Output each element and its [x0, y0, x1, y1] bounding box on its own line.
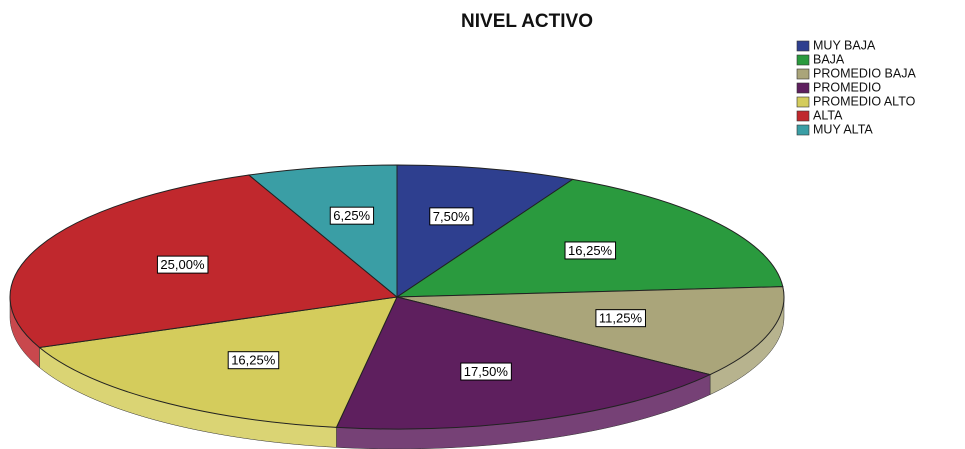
pie-slice	[396, 164, 575, 298]
legend-swatch	[796, 82, 810, 94]
legend-label: PROMEDIO	[813, 80, 881, 94]
pie-slice	[335, 296, 712, 430]
data-label: 16,25%	[227, 351, 280, 370]
data-label: 11,25%	[595, 309, 646, 328]
legend-swatch	[796, 124, 810, 136]
data-label-box	[429, 207, 474, 226]
pie-slice	[395, 178, 784, 298]
data-label-text: 6,25%	[333, 208, 370, 223]
legend-label: ALTA	[813, 108, 843, 122]
data-label: 6,25%	[329, 206, 375, 225]
chart-title: NIVEL ACTIVO	[461, 11, 593, 32]
data-label-text: 25,00%	[160, 257, 205, 272]
legend-label: PROMEDIO BAJA	[813, 66, 916, 80]
data-label-box	[329, 206, 375, 225]
data-label-box	[156, 255, 209, 274]
legend-label: PROMEDIO ALTO	[813, 94, 916, 108]
legend-swatch	[796, 110, 810, 122]
legend-label: MUY BAJA	[813, 38, 876, 52]
legend-swatch	[796, 68, 810, 80]
data-label-text: 7,50%	[433, 209, 470, 224]
legend-swatch	[796, 40, 810, 52]
data-label-text: 11,25%	[599, 311, 643, 326]
legend-label: MUY ALTA	[813, 122, 873, 136]
data-label: 25,00%	[156, 255, 209, 274]
data-label: 17,50%	[460, 362, 512, 381]
data-label-box	[460, 362, 512, 381]
data-label: 16,25%	[564, 241, 617, 260]
legend-swatch	[796, 96, 810, 108]
pie-slice	[38, 296, 398, 428]
data-label-text: 16,25%	[231, 353, 276, 368]
data-label-box	[595, 309, 646, 328]
pie-slice	[247, 164, 398, 299]
legend-swatch	[796, 54, 810, 66]
data-label-text: 17,50%	[464, 364, 509, 379]
data-label-box	[564, 241, 617, 260]
data-label: 7,50%	[429, 207, 474, 226]
data-label-text: 16,25%	[568, 243, 613, 258]
data-label-box	[227, 351, 280, 370]
legend-label: BAJA	[813, 52, 845, 66]
pie-slice	[396, 286, 785, 376]
